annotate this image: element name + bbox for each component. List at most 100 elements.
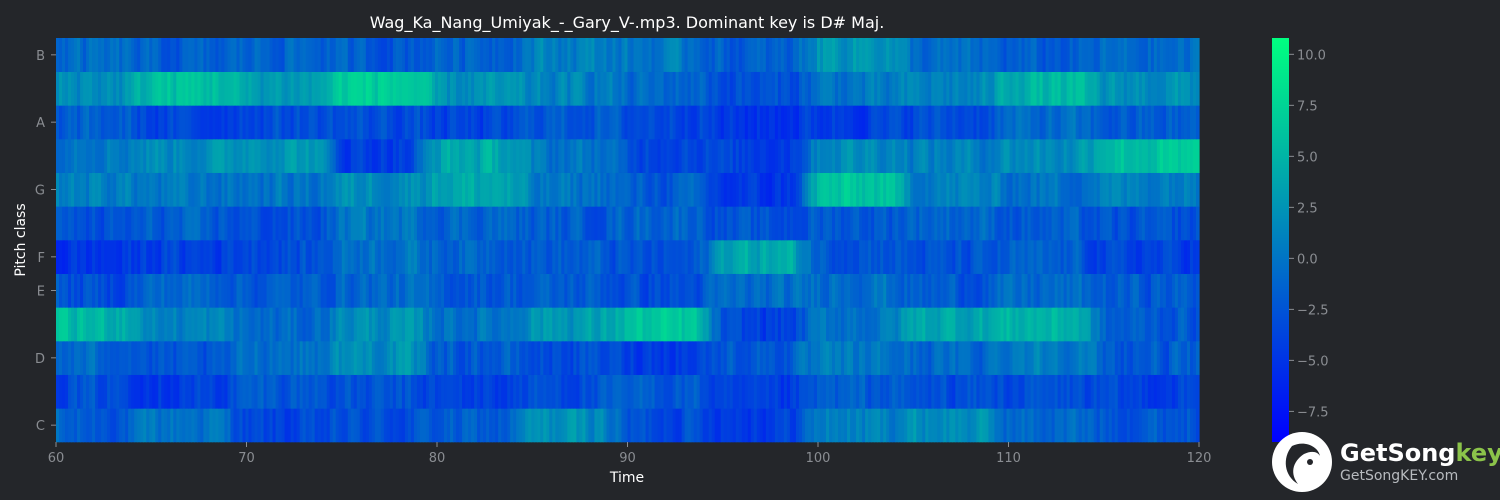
- heatmap-cell: [140, 408, 144, 443]
- heatmap-cell: [699, 139, 704, 173]
- heatmap-cell: [738, 273, 743, 308]
- heatmap-cell: [543, 172, 547, 207]
- heatmap-cell: [1057, 273, 1062, 308]
- heatmap-cell: [413, 374, 418, 409]
- heatmap-cell: [359, 408, 364, 443]
- heatmap-cell: [1084, 374, 1089, 409]
- heatmap-cell: [1156, 38, 1161, 72]
- heatmap-cell: [477, 139, 481, 173]
- heatmap-cell: [504, 38, 508, 72]
- heatmap-cell: [489, 307, 493, 342]
- heatmap-cell: [242, 273, 247, 308]
- heatmap-cell: [940, 71, 944, 106]
- heatmap-cell: [1153, 240, 1158, 274]
- heatmap-cell: [434, 307, 439, 342]
- heatmap-cell: [907, 38, 911, 72]
- heatmap-cell: [862, 240, 866, 274]
- heatmap-cell: [89, 172, 93, 207]
- heatmap-cell: [407, 408, 412, 443]
- heatmap-cell: [522, 273, 526, 308]
- heatmap-cell: [293, 38, 298, 72]
- heatmap-cell: [1192, 307, 1197, 342]
- heatmap-cell: [71, 341, 75, 375]
- heatmap-cell: [934, 206, 938, 241]
- heatmap-cell: [675, 408, 680, 443]
- heatmap-cell: [1093, 105, 1098, 140]
- heatmap-cell: [1126, 139, 1131, 173]
- heatmap-cell: [675, 172, 680, 207]
- heatmap-cell: [456, 139, 460, 173]
- heatmap-cell: [1141, 273, 1146, 308]
- heatmap-cell: [1156, 139, 1161, 173]
- heatmap-cell: [877, 307, 881, 342]
- heatmap-cell: [528, 240, 532, 274]
- heatmap-cell: [65, 71, 69, 106]
- heatmap-cell: [404, 71, 409, 106]
- heatmap-cell: [284, 71, 289, 106]
- heatmap-cell: [149, 341, 153, 375]
- heatmap-cell: [143, 172, 147, 207]
- heatmap-cell: [1090, 341, 1095, 375]
- heatmap-cell: [1174, 408, 1179, 443]
- heatmap-cell: [922, 206, 926, 241]
- heatmap-cell: [404, 341, 409, 375]
- heatmap-cell: [618, 139, 623, 173]
- heatmap-cell: [973, 38, 978, 72]
- heatmap-cell: [880, 105, 884, 140]
- heatmap-cell: [227, 172, 232, 207]
- heatmap-cell: [416, 240, 421, 274]
- heatmap-cell: [720, 341, 725, 375]
- heatmap-cell: [425, 273, 430, 308]
- heatmap-cell: [1075, 172, 1080, 207]
- heatmap-cell: [1066, 273, 1071, 308]
- heatmap-cell: [332, 341, 337, 375]
- y-tick-label: A: [36, 116, 45, 131]
- heatmap-cell: [817, 105, 821, 140]
- heatmap-cell: [296, 172, 301, 207]
- heatmap-cell: [738, 341, 743, 375]
- heatmap-cell: [1150, 139, 1155, 173]
- heatmap-cell: [922, 341, 926, 375]
- heatmap-cell: [684, 172, 689, 207]
- heatmap-cell: [377, 105, 382, 140]
- heatmap-cell: [826, 374, 830, 409]
- heatmap-cell: [832, 341, 836, 375]
- heatmap-cell: [134, 71, 138, 106]
- heatmap-cell: [795, 71, 800, 106]
- heatmap-cell: [976, 38, 981, 72]
- heatmap-cell: [404, 307, 409, 342]
- heatmap-cell: [555, 105, 559, 140]
- heatmap-cell: [365, 273, 370, 308]
- heatmap-cell: [528, 307, 532, 342]
- heatmap-cell: [218, 374, 223, 409]
- heatmap-cell: [955, 240, 959, 274]
- heatmap-cell: [919, 307, 923, 342]
- heatmap-cell: [841, 38, 845, 72]
- heatmap-cell: [856, 240, 860, 274]
- heatmap-cell: [227, 71, 232, 106]
- heatmap-cell: [534, 307, 538, 342]
- heatmap-cell: [1099, 105, 1104, 140]
- heatmap-cell: [119, 105, 123, 140]
- heatmap-cell: [431, 273, 436, 308]
- heatmap-cell: [510, 206, 514, 241]
- heatmap-cell: [597, 240, 602, 274]
- heatmap-cell: [161, 240, 165, 274]
- heatmap-cell: [182, 206, 186, 241]
- heatmap-cell: [609, 105, 614, 140]
- heatmap-cell: [113, 139, 117, 173]
- heatmap-cell: [431, 307, 436, 342]
- heatmap-cell: [615, 139, 620, 173]
- heatmap-cell: [501, 341, 505, 375]
- heatmap-cell: [925, 172, 929, 207]
- heatmap-cell: [750, 71, 755, 106]
- heatmap-cell: [985, 408, 990, 443]
- heatmap-cell: [792, 240, 797, 274]
- heatmap-cell: [275, 307, 280, 342]
- heatmap-cell: [1045, 206, 1050, 241]
- heatmap-cell: [862, 139, 866, 173]
- heatmap-cell: [1120, 172, 1125, 207]
- heatmap-cell: [546, 172, 550, 207]
- heatmap-cell: [546, 374, 550, 409]
- heatmap-cell: [618, 105, 623, 140]
